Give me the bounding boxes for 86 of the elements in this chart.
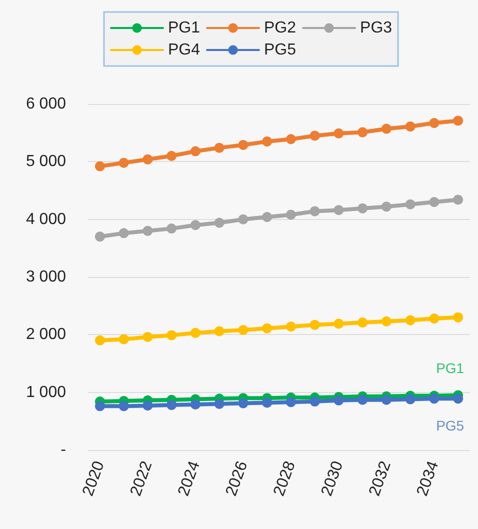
y-tick-label: 2 000 bbox=[26, 326, 66, 344]
point bbox=[238, 140, 248, 150]
point bbox=[334, 395, 344, 406]
point bbox=[262, 323, 272, 334]
point bbox=[334, 205, 344, 216]
point bbox=[118, 158, 129, 168]
point bbox=[262, 136, 272, 146]
point bbox=[94, 232, 105, 242]
point bbox=[94, 401, 105, 412]
x-tick-label: 2022 bbox=[128, 459, 156, 498]
point bbox=[405, 315, 416, 326]
point bbox=[358, 127, 368, 138]
y-tick-label: 6 000 bbox=[26, 96, 66, 112]
point bbox=[429, 118, 440, 128]
point bbox=[190, 146, 200, 156]
point bbox=[358, 394, 368, 405]
point bbox=[429, 197, 440, 208]
point bbox=[286, 210, 296, 220]
point bbox=[238, 214, 248, 224]
y-tick-label: 3 000 bbox=[26, 268, 66, 286]
point bbox=[214, 326, 224, 336]
point bbox=[310, 396, 320, 407]
point bbox=[381, 202, 392, 212]
point bbox=[453, 116, 464, 126]
point bbox=[190, 220, 200, 230]
y-tick-label: 5 000 bbox=[26, 153, 66, 170]
point bbox=[190, 328, 200, 338]
point bbox=[334, 128, 344, 138]
y-tick-label: 1 000 bbox=[26, 384, 66, 401]
point bbox=[381, 316, 392, 326]
point bbox=[405, 394, 416, 404]
legend-label: PG3 bbox=[360, 20, 392, 36]
x-tick-label: 2026 bbox=[223, 459, 252, 498]
point bbox=[429, 314, 440, 324]
point bbox=[405, 121, 416, 132]
point bbox=[166, 330, 177, 340]
point bbox=[94, 335, 105, 346]
point bbox=[381, 124, 392, 134]
point bbox=[429, 394, 440, 404]
x-tick-label: 2034 bbox=[414, 459, 442, 498]
x-tick-label: 2020 bbox=[80, 459, 108, 498]
point bbox=[142, 154, 153, 164]
point bbox=[453, 394, 464, 404]
point bbox=[358, 318, 368, 328]
legend-label: PG1 bbox=[168, 20, 200, 36]
point bbox=[190, 399, 200, 410]
point bbox=[214, 218, 224, 228]
y-tick-label: - bbox=[60, 442, 66, 458]
y-tick-label: 4 000 bbox=[26, 210, 66, 228]
point bbox=[310, 320, 320, 330]
point bbox=[238, 398, 248, 408]
point bbox=[453, 194, 464, 205]
point bbox=[262, 398, 272, 408]
point bbox=[310, 206, 320, 216]
point bbox=[453, 312, 464, 322]
point bbox=[334, 318, 344, 329]
x-tick-label: 2032 bbox=[366, 459, 394, 498]
point bbox=[94, 161, 105, 172]
annotation: PG1 bbox=[436, 360, 464, 376]
x-tick-label: 2030 bbox=[318, 459, 347, 498]
point bbox=[166, 400, 177, 410]
point bbox=[166, 150, 177, 161]
point bbox=[286, 397, 296, 408]
x-tick-label: 2028 bbox=[270, 459, 299, 498]
point bbox=[142, 400, 153, 411]
point bbox=[286, 322, 296, 332]
point bbox=[166, 224, 177, 234]
point bbox=[118, 228, 129, 238]
legend-label: PG4 bbox=[168, 42, 200, 58]
point bbox=[142, 332, 153, 342]
point bbox=[310, 130, 320, 141]
point bbox=[118, 401, 129, 412]
point bbox=[381, 394, 392, 405]
x-tick-label: 2024 bbox=[175, 459, 204, 498]
point bbox=[214, 142, 224, 153]
point bbox=[358, 203, 368, 214]
point bbox=[118, 334, 129, 344]
annotation: PG5 bbox=[436, 418, 464, 434]
point bbox=[142, 226, 153, 236]
point bbox=[238, 325, 248, 336]
legend-label: PG5 bbox=[264, 42, 296, 58]
point bbox=[405, 199, 416, 210]
point bbox=[214, 398, 224, 409]
point bbox=[286, 134, 296, 144]
legend-label: PG2 bbox=[264, 20, 296, 36]
point bbox=[262, 212, 272, 222]
